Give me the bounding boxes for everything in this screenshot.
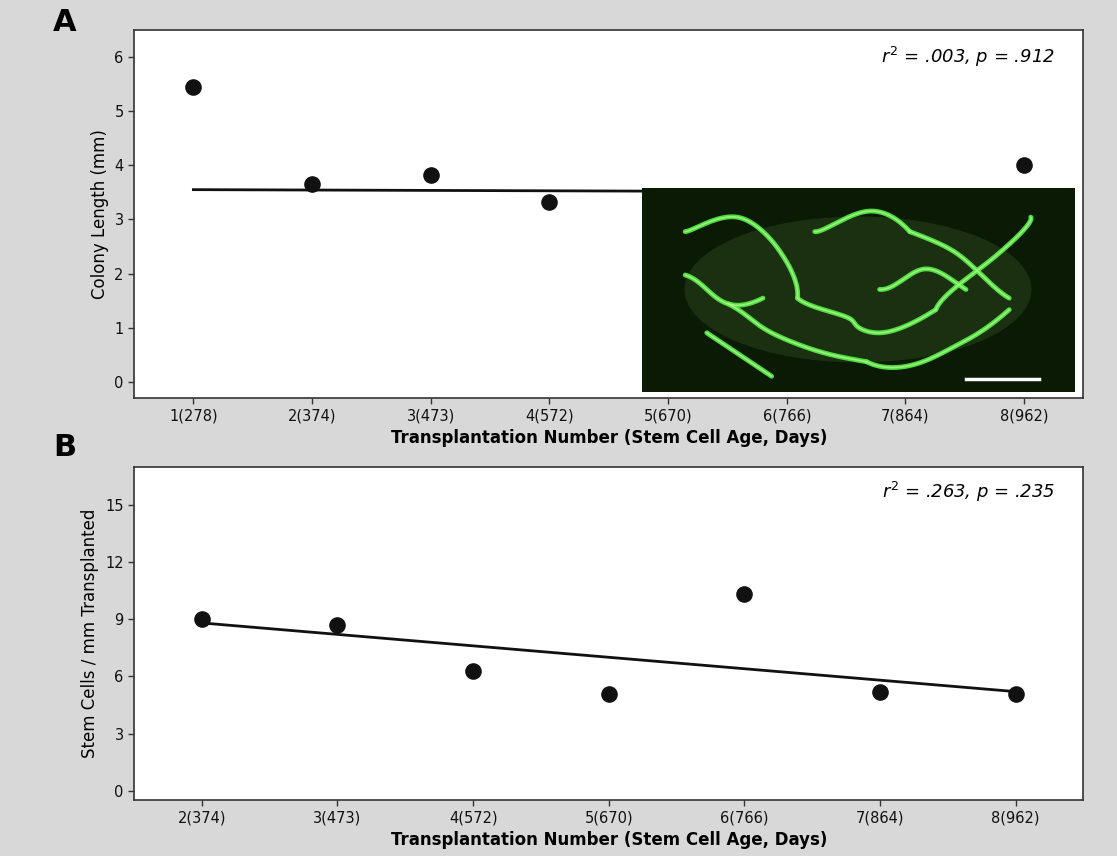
Y-axis label: Stem Cells / mm Transplanted: Stem Cells / mm Transplanted xyxy=(82,508,99,758)
X-axis label: Transplantation Number (Stem Cell Age, Days): Transplantation Number (Stem Cell Age, D… xyxy=(391,429,827,447)
Point xyxy=(541,195,558,209)
Text: A: A xyxy=(54,8,77,37)
Point xyxy=(422,168,440,181)
Point xyxy=(897,193,915,207)
Text: $r^2$ = .003, $p$ = .912: $r^2$ = .003, $p$ = .912 xyxy=(881,45,1054,68)
Point xyxy=(1006,687,1024,700)
Point xyxy=(659,198,677,211)
Point xyxy=(871,685,889,698)
Point xyxy=(303,177,321,191)
Text: B: B xyxy=(54,433,76,462)
Y-axis label: Colony Length (mm): Colony Length (mm) xyxy=(90,129,108,299)
Point xyxy=(777,211,795,224)
Point xyxy=(465,663,483,677)
Point xyxy=(735,587,753,601)
Point xyxy=(600,687,618,700)
Point xyxy=(184,80,202,93)
X-axis label: Transplantation Number (Stem Cell Age, Days): Transplantation Number (Stem Cell Age, D… xyxy=(391,831,827,849)
Text: $r^2$ = .263, $p$ = .235: $r^2$ = .263, $p$ = .235 xyxy=(882,480,1054,504)
Point xyxy=(1015,158,1033,172)
Point xyxy=(328,618,346,632)
Point xyxy=(193,612,211,626)
